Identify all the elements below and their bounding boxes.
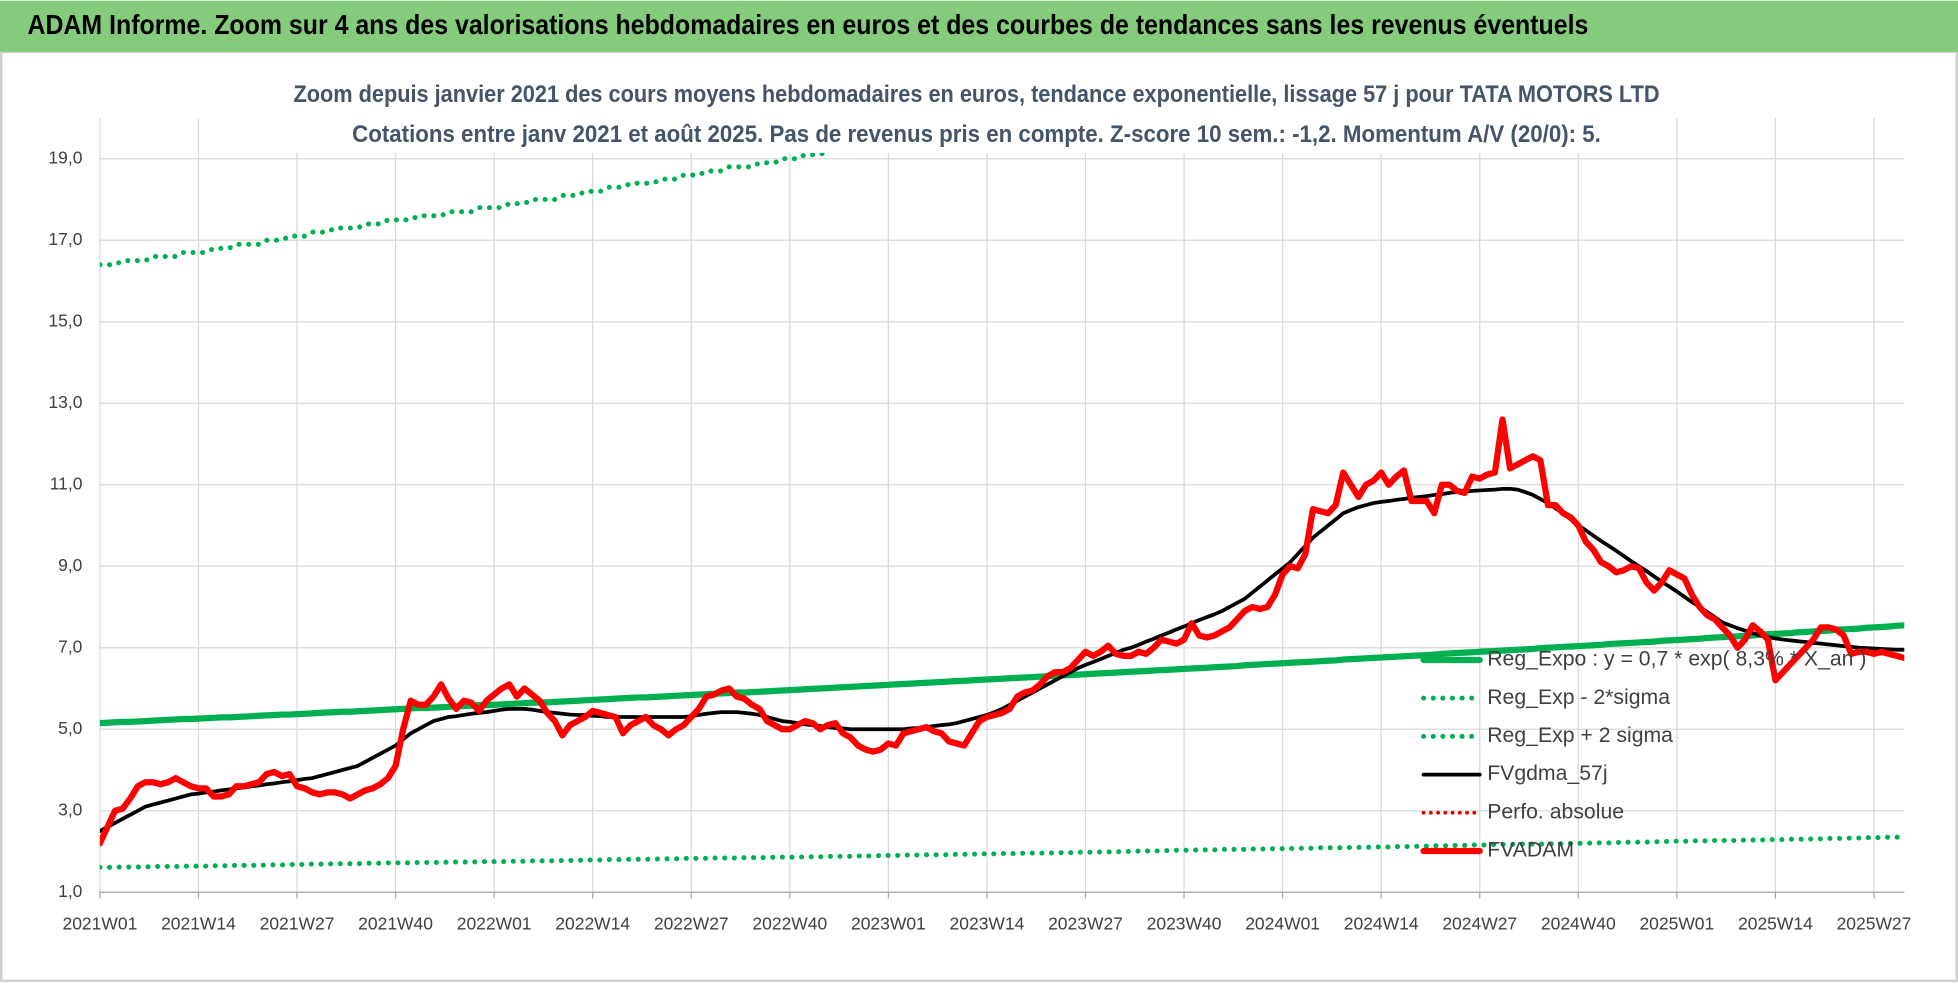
y-tick-label: 9,0 [58,555,83,575]
x-tick-label: 2025W27 [1837,913,1912,933]
chart-title: Zoom depuis janvier 2021 des cours moyen… [293,82,1659,108]
legend-label: Reg_Expo : y = 0,7 * exp( 8,3% * X_an ) [1487,648,1866,671]
x-tick-label: 2023W40 [1147,913,1222,933]
y-tick-label: 5,0 [58,718,83,738]
legend: Reg_Expo : y = 0,7 * exp( 8,3% * X_an ) R… [1420,648,1866,862]
y-tick-label: 19,0 [48,147,82,167]
y-tick-label: 15,0 [48,310,82,330]
x-tick-label: 2022W27 [654,913,729,933]
chart-subtitle: Cotations entre janv 2021 et août 2025. … [352,122,1601,148]
x-tick-label: 2021W40 [358,913,433,933]
x-tick-label: 2024W14 [1344,913,1419,933]
y-tick-label: 17,0 [48,229,82,249]
y-tick-label: 1,0 [58,881,83,901]
legend-label: Perfo. absolue [1487,800,1624,823]
y-tick-label: 11,0 [50,473,83,493]
legend-label: Reg_Exp - 2*sigma [1487,686,1670,709]
x-tick-label: 2024W27 [1442,913,1517,933]
title-box [289,75,1666,153]
x-tick-label: 2021W14 [161,913,236,933]
x-tick-label: 2024W01 [1245,913,1320,933]
x-tick-label: 2023W01 [851,913,926,933]
series-line [99,834,1905,870]
header-bar [0,0,1958,52]
y-tick-label: 13,0 [48,392,82,412]
legend-label: Reg_Exp + 2 sigma [1487,724,1673,747]
legend-label: FVADAM [1487,839,1574,862]
y-tick-label: 3,0 [58,799,83,819]
x-tick-label: 2025W01 [1639,913,1714,933]
x-tick-label: 2021W27 [260,913,335,933]
x-tick-label: 2025W14 [1738,913,1813,933]
x-tick-label: 2022W14 [555,913,630,933]
x-tick-label: 2022W01 [457,913,532,933]
legend-label: FVgdma_57j [1487,762,1607,785]
axes: 1,0 3,0 5,0 7,0 9,0 11,0 13,0 15,0 17,0 19,0 2021W… [48,147,1911,933]
series-line [99,622,1905,727]
y-tick-label: 7,0 [58,636,83,656]
series-line [99,416,1905,847]
header-title: ADAM Informe. Zoom sur 4 ans des valoris… [27,9,1588,40]
x-tick-label: 2024W40 [1541,913,1616,933]
x-tick-label: 2021W01 [63,913,138,933]
x-tick-label: 2023W14 [950,913,1025,933]
x-tick-label: 2023W27 [1048,913,1123,933]
plot-lines [99,118,1905,870]
x-tick-label: 2022W40 [752,913,827,933]
